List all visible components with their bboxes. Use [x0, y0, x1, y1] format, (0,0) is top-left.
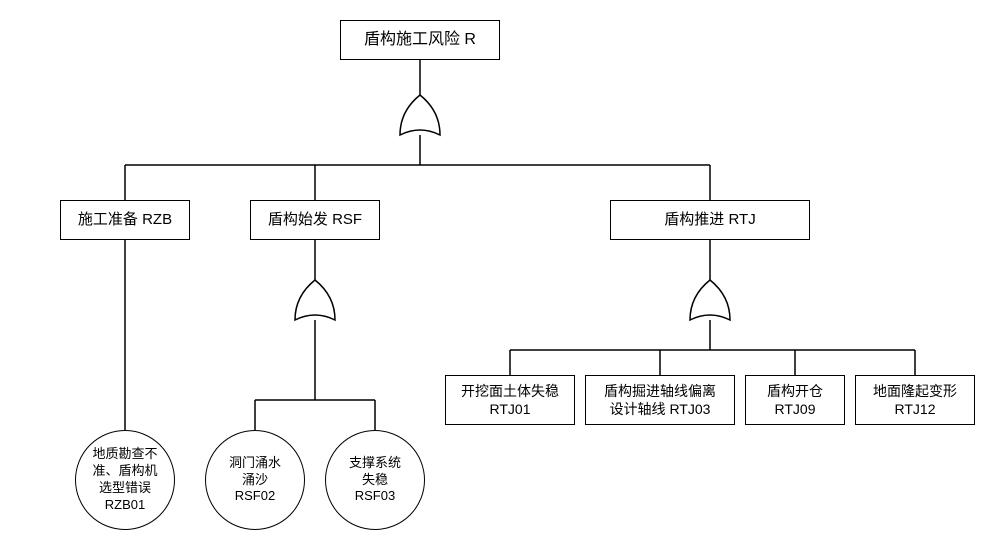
node-rzb: 施工准备 RZB [60, 200, 190, 240]
node-rtj12: 地面隆起变形RTJ12 [855, 375, 975, 425]
node-rtj03: 盾构掘进轴线偏离设计轴线 RTJ03 [585, 375, 735, 425]
node-rtj01: 开挖面土体失稳RTJ01 [445, 375, 575, 425]
or-gate [690, 280, 730, 320]
or-gate [295, 280, 335, 320]
node-rtj09: 盾构开仓RTJ09 [745, 375, 845, 425]
root-node: 盾构施工风险 R [340, 20, 500, 60]
node-rsf03: 支撑系统失稳RSF03 [325, 430, 425, 530]
node-rsf: 盾构始发 RSF [250, 200, 380, 240]
node-rzb01: 地质勘查不准、盾构机选型错误RZB01 [75, 430, 175, 530]
or-gate [400, 95, 440, 135]
node-rsf02: 洞门涌水涌沙RSF02 [205, 430, 305, 530]
node-rtj: 盾构推进 RTJ [610, 200, 810, 240]
